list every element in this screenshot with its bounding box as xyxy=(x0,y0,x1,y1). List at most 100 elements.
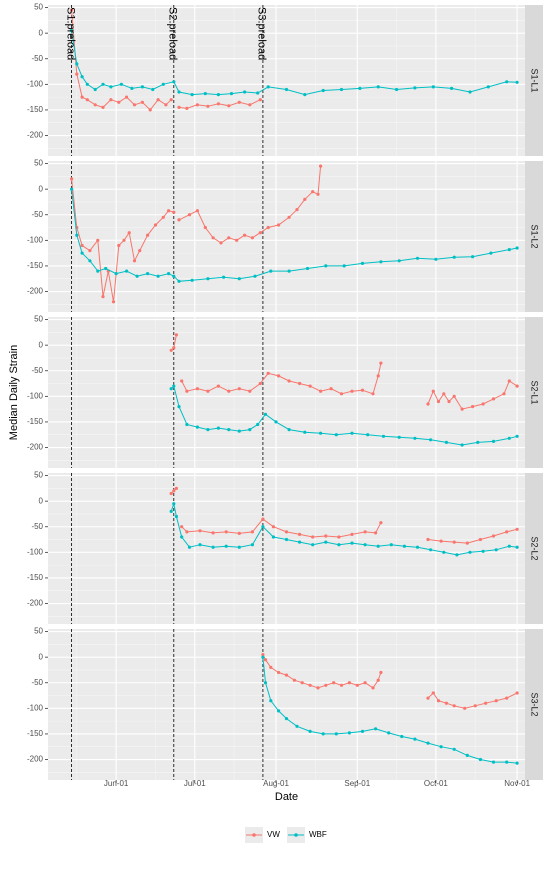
data-point xyxy=(505,696,509,700)
data-point xyxy=(292,678,296,682)
data-point xyxy=(271,525,275,529)
data-point xyxy=(319,431,323,435)
data-point xyxy=(324,264,328,268)
data-point xyxy=(397,259,401,263)
data-point xyxy=(75,233,79,237)
data-point xyxy=(93,103,97,107)
data-point xyxy=(180,525,184,529)
data-point xyxy=(85,98,89,102)
data-point xyxy=(172,346,176,350)
data-point xyxy=(515,527,519,531)
data-point xyxy=(190,93,194,97)
data-point xyxy=(132,103,137,107)
data-point xyxy=(161,82,165,86)
data-point xyxy=(250,530,254,534)
data-point xyxy=(177,405,181,409)
data-point xyxy=(473,704,477,708)
data-point xyxy=(243,90,247,94)
data-point xyxy=(295,724,299,728)
data-point xyxy=(415,545,420,549)
data-point xyxy=(468,550,472,554)
data-point xyxy=(132,259,137,263)
data-point xyxy=(515,434,519,438)
data-point xyxy=(206,277,210,281)
data-point xyxy=(363,530,367,534)
data-point xyxy=(117,243,121,248)
data-point xyxy=(316,686,320,690)
data-point xyxy=(148,108,152,112)
data-point xyxy=(274,420,278,424)
data-point xyxy=(104,266,108,271)
data-point xyxy=(256,91,260,95)
data-point xyxy=(429,438,433,442)
data-point xyxy=(248,389,252,393)
data-point xyxy=(381,434,386,438)
data-point xyxy=(355,683,359,687)
data-point xyxy=(117,100,121,104)
data-point xyxy=(507,379,511,383)
data-point xyxy=(227,236,231,240)
y-tick-label: -150 xyxy=(27,417,44,426)
data-point xyxy=(305,266,310,271)
strip-label: S1-L2 xyxy=(530,224,540,248)
data-point xyxy=(308,683,312,687)
series-vw xyxy=(70,164,323,304)
data-point xyxy=(206,428,210,432)
series-vw xyxy=(169,486,519,545)
data-point xyxy=(195,209,199,213)
data-point xyxy=(248,103,252,107)
data-point xyxy=(216,384,220,388)
data-point xyxy=(211,236,215,240)
data-point xyxy=(379,260,383,264)
data-point xyxy=(337,535,341,539)
data-point xyxy=(172,502,176,506)
series-line xyxy=(71,189,518,282)
y-tick-label: 50 xyxy=(34,3,43,12)
data-point xyxy=(478,757,482,762)
data-point xyxy=(177,218,181,222)
data-point xyxy=(224,530,228,534)
data-point xyxy=(203,225,207,230)
x-axis-title: Date xyxy=(275,791,298,803)
panel-strip xyxy=(525,317,543,468)
data-point xyxy=(439,745,443,749)
data-point xyxy=(167,272,171,276)
data-point xyxy=(491,439,496,443)
x-tick-label: Sep-01 xyxy=(344,779,370,788)
data-point xyxy=(237,387,241,391)
data-point xyxy=(334,433,338,437)
data-point xyxy=(263,658,268,662)
data-point xyxy=(339,87,344,92)
data-point xyxy=(287,215,291,219)
data-point xyxy=(269,665,273,670)
data-point xyxy=(127,231,131,235)
series-wbf xyxy=(70,187,519,283)
data-point xyxy=(436,399,441,404)
data-point xyxy=(311,543,315,547)
strip-label: S2-L1 xyxy=(530,380,540,404)
data-point xyxy=(295,208,299,212)
data-point xyxy=(303,430,307,434)
data-point xyxy=(505,530,509,534)
event-label: S2.preload xyxy=(167,7,179,60)
data-point xyxy=(243,233,247,237)
panel-background xyxy=(48,5,525,156)
data-point xyxy=(258,98,262,102)
data-point xyxy=(174,514,178,519)
y-tick-label: 0 xyxy=(39,340,44,349)
data-point xyxy=(397,435,401,439)
data-point xyxy=(237,429,241,433)
y-axis-title: Median Daily Strain xyxy=(8,345,20,440)
data-point xyxy=(101,82,105,86)
data-point xyxy=(169,387,173,391)
data-point xyxy=(180,379,184,383)
data-point xyxy=(491,397,496,401)
data-point xyxy=(350,532,354,537)
data-point xyxy=(237,277,241,281)
data-point xyxy=(471,405,475,409)
data-point xyxy=(70,187,74,191)
data-point xyxy=(75,62,79,66)
data-point xyxy=(174,333,178,337)
data-point xyxy=(177,279,181,283)
